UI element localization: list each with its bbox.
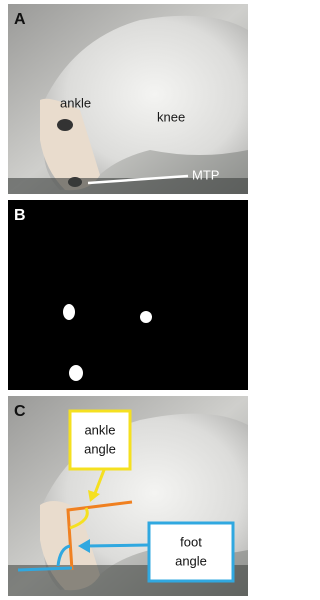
panel-c: ankle angle foot angle C [8, 396, 248, 596]
marker [57, 119, 73, 131]
blob [69, 365, 83, 381]
pointer [87, 174, 189, 185]
callout-text: foot [180, 534, 202, 549]
rat [40, 15, 248, 190]
callout-box [68, 409, 132, 471]
callout-box [147, 521, 235, 583]
annotation: ankle [60, 95, 91, 110]
arrow [85, 543, 149, 548]
foot [40, 98, 100, 191]
figure: A ankle knee MTP B ankle angle foot angl… [8, 4, 248, 596]
arrowhead [88, 490, 100, 502]
callout-text: ankle [84, 422, 115, 437]
foot-line [17, 566, 73, 572]
arrowhead [78, 539, 90, 553]
callout-text: angle [175, 553, 207, 568]
blob [63, 304, 75, 320]
ankle-arc [69, 507, 89, 530]
panel-a: A ankle knee MTP [8, 4, 248, 194]
panel-b: B [8, 200, 248, 390]
foot-arc [56, 544, 71, 567]
panel-label: C [14, 403, 26, 420]
floor [8, 178, 248, 194]
mask-image [8, 200, 248, 390]
callout-text: angle [84, 441, 116, 456]
annotation: knee [157, 109, 185, 124]
panel-label: B [14, 207, 26, 224]
annotation: MTP [192, 167, 219, 182]
angle-line [66, 500, 133, 571]
blob [140, 311, 152, 323]
panel-label: A [14, 11, 26, 28]
arrow [92, 469, 106, 497]
